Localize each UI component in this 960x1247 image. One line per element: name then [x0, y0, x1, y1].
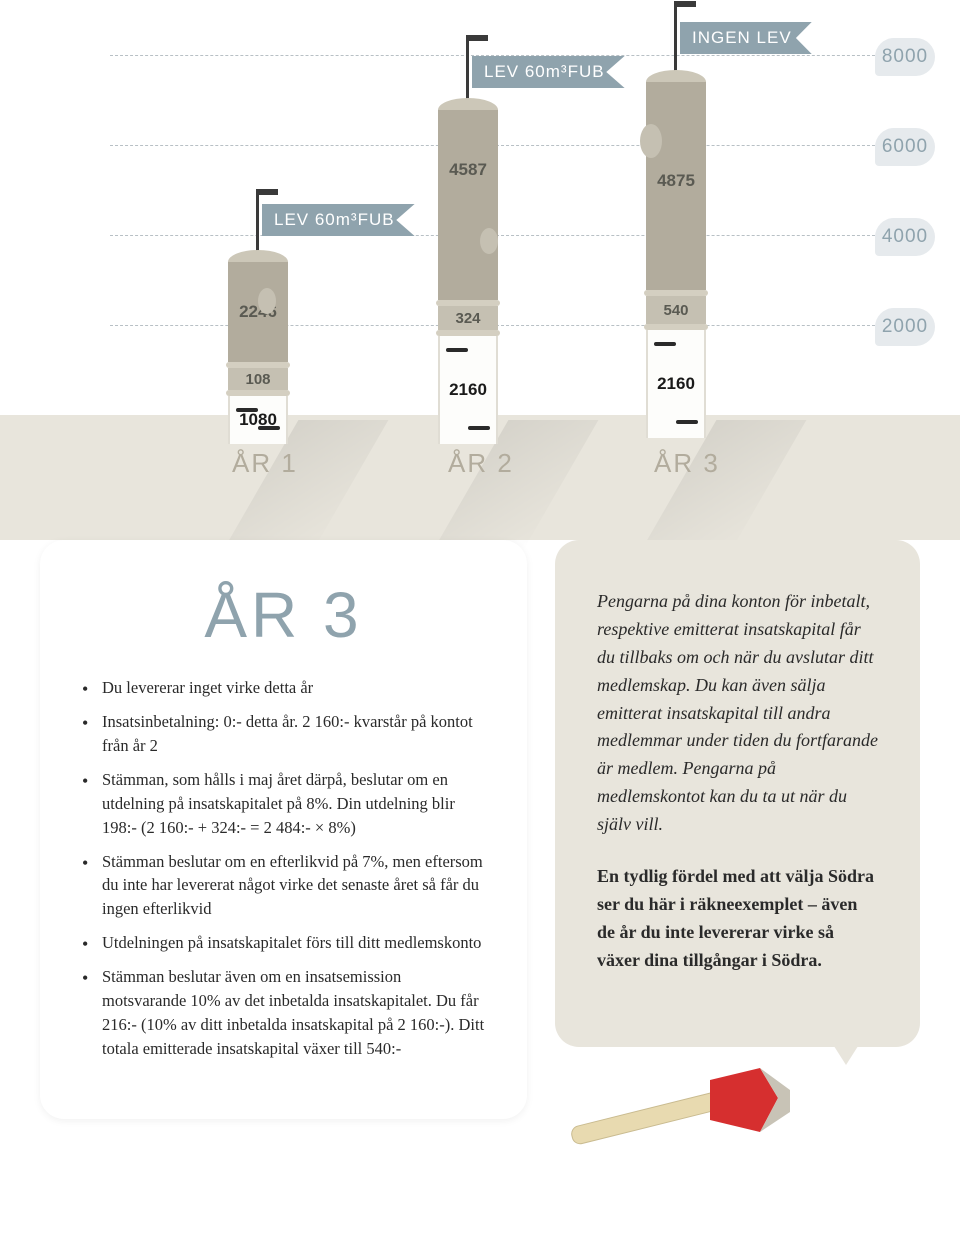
card-info: Pengarna på dina konton för inbetalt, re…	[555, 540, 920, 1047]
seg-mid: 108	[228, 368, 288, 390]
x-label-year2: ÅR 2	[448, 448, 514, 479]
seg-value: 324	[455, 310, 480, 327]
x-label-year3: ÅR 3	[654, 448, 720, 479]
list-item: Du levererar inget virke detta år	[82, 676, 485, 700]
card-year3: ÅR 3 Du levererar inget virke detta år I…	[40, 540, 527, 1119]
x-label-year1: ÅR 1	[232, 448, 298, 479]
list-item: Stämman beslutar om en efterlikvid på 7%…	[82, 850, 485, 922]
knot-icon	[258, 288, 276, 314]
y-tick-2000: 2000	[875, 308, 935, 346]
axe-icon	[560, 1050, 800, 1190]
seg-total: 2246	[228, 262, 288, 362]
bar-year3: 4875 540 2160	[646, 82, 706, 438]
seg-base: 2160	[646, 330, 706, 438]
seg-value: 540	[663, 302, 688, 319]
cards-row: ÅR 3 Du levererar inget virke detta år I…	[40, 540, 920, 1119]
seg-value: 2160	[449, 380, 487, 400]
chart-area: 8000 6000 4000 2000 LEV 60m³FUB 2246 108…	[0, 0, 960, 540]
list-item: Insatsinbetalning: 0:- detta år. 2 160:-…	[82, 710, 485, 758]
knot-icon	[640, 124, 662, 158]
seg-base: 2160	[438, 336, 498, 444]
flag-tip-icon	[466, 35, 488, 41]
seg-total: 4875	[646, 82, 706, 290]
flag-label: LEV 60m³FUB	[472, 56, 625, 88]
list-item: Stämman, som hålls i maj året därpå, bes…	[82, 768, 485, 840]
flag-label: INGEN LEV	[680, 22, 812, 54]
y-tick-4000: 4000	[875, 218, 935, 256]
list-item: Stämman beslutar även om en insatsemissi…	[82, 965, 485, 1061]
bar-shadow	[636, 420, 807, 560]
list-item: Utdelningen på insatskapitalet förs till…	[82, 931, 485, 955]
seg-value: 4875	[657, 171, 695, 191]
seg-value: 1080	[239, 410, 277, 430]
seg-value: 4587	[449, 160, 487, 180]
seg-mid: 540	[646, 296, 706, 324]
seg-base: 1080	[228, 396, 288, 444]
card-title: ÅR 3	[82, 578, 485, 652]
flag-label: LEV 60m³FUB	[262, 204, 415, 236]
flag-tip-icon	[256, 189, 278, 195]
flag-tip-icon	[674, 1, 696, 7]
y-tick-8000: 8000	[875, 38, 935, 76]
seg-value: 2160	[657, 374, 695, 394]
info-paragraph: Pengarna på dina konton för inbetalt, re…	[597, 588, 878, 839]
bar-year1: 2246 108 1080	[228, 262, 288, 444]
seg-mid: 324	[438, 306, 498, 330]
bar-year2: 4587 324 2160	[438, 110, 498, 444]
bullet-list: Du levererar inget virke detta år Insats…	[82, 676, 485, 1061]
knot-icon	[480, 228, 498, 254]
gridline	[110, 55, 880, 56]
info-paragraph-bold: En tydlig fördel med att välja Södra ser…	[597, 863, 878, 975]
y-tick-6000: 6000	[875, 128, 935, 166]
seg-value: 108	[245, 371, 270, 388]
seg-total: 4587	[438, 110, 498, 300]
